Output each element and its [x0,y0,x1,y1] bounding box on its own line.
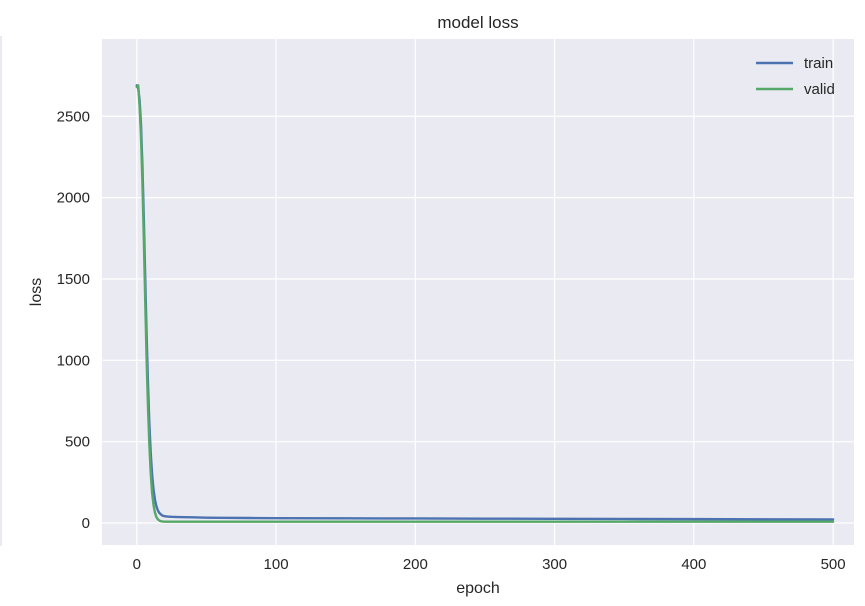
tick-labels: 0 100 200 300 400 500 0 500 1000 1500 2000 2500 [57,108,846,573]
plot-area [102,39,854,545]
y-tick-label: 500 [65,434,90,451]
y-tick-label: 0 [82,515,90,532]
x-axis-label: epoch [456,580,500,597]
chart-title: model loss [437,13,518,32]
x-tick-label: 0 [133,556,141,573]
legend-label-train: train [804,55,833,72]
y-axis-label: loss [28,278,45,306]
y-tick-label: 1500 [57,271,90,288]
left-edge-strip [0,36,2,546]
x-tick-label: 200 [403,556,428,573]
legend-label-valid: valid [804,81,835,98]
series-lines [135,84,835,523]
x-tick-label: 500 [821,556,846,573]
y-tick-label: 2000 [57,190,90,207]
y-tick-label: 1000 [57,352,90,369]
x-tick-label: 100 [264,556,289,573]
grid-lines [102,39,854,545]
series-line-valid [135,84,835,523]
x-tick-label: 400 [681,556,706,573]
y-tick-label: 2500 [57,108,90,125]
legend: train valid [756,55,835,98]
x-tick-label: 300 [542,556,567,573]
